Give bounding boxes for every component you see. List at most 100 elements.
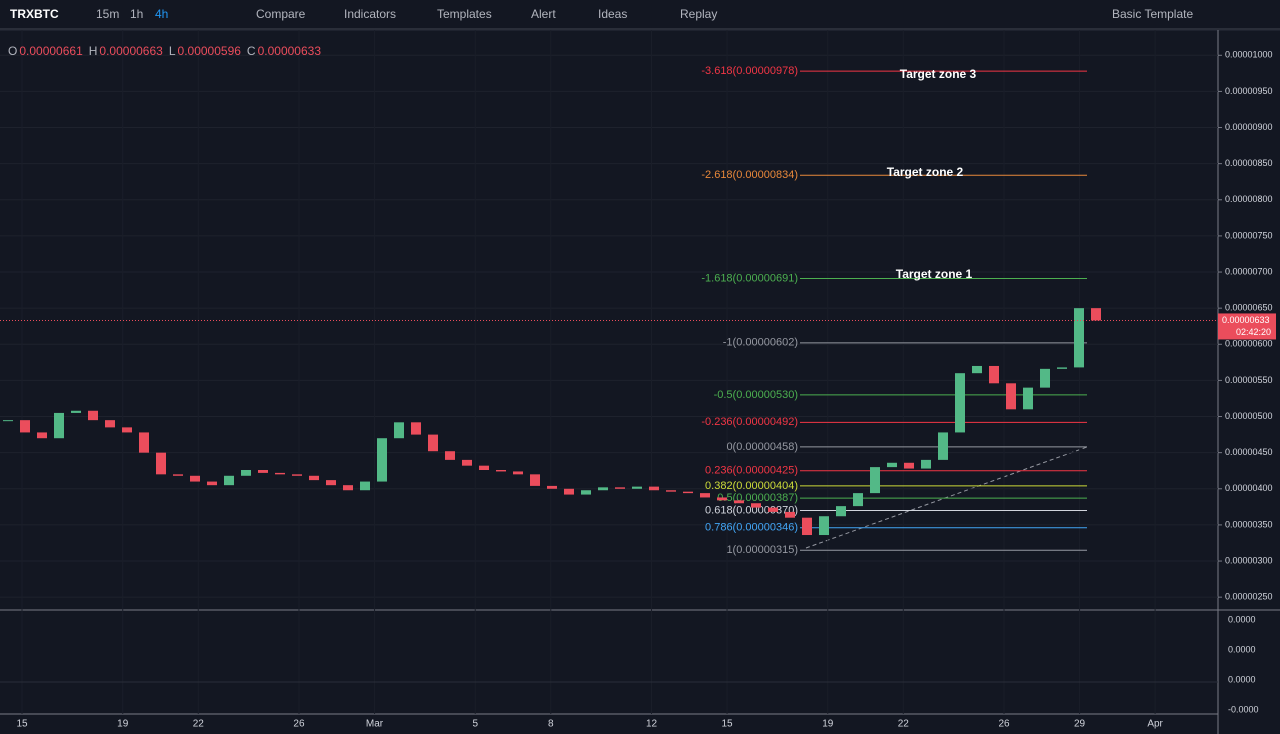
y-tick-label: 0.00000600 bbox=[1225, 339, 1273, 349]
candle bbox=[156, 452, 166, 475]
x-tick-label: 15 bbox=[721, 719, 733, 730]
x-tick-label: Mar bbox=[366, 719, 384, 730]
candle bbox=[989, 365, 999, 384]
candle bbox=[649, 486, 659, 491]
candle bbox=[717, 497, 727, 501]
candle bbox=[1074, 308, 1084, 368]
candle bbox=[360, 481, 370, 491]
x-tick-label: 5 bbox=[472, 719, 478, 730]
interval[interactable]: 4h bbox=[155, 7, 169, 21]
legend-value: 0.00000633 bbox=[257, 44, 321, 58]
candle bbox=[377, 438, 387, 482]
candle bbox=[785, 511, 795, 518]
candle bbox=[309, 475, 319, 481]
fib-label: 0.618(0.00000370) bbox=[705, 504, 798, 516]
macd-tick-label: -0.0000 bbox=[1228, 704, 1259, 714]
candle bbox=[1040, 368, 1050, 388]
x-tick-label: 29 bbox=[1074, 719, 1086, 730]
y-tick-label: 0.00000800 bbox=[1225, 194, 1273, 204]
candle bbox=[734, 500, 744, 504]
candle bbox=[71, 410, 81, 413]
interval[interactable]: 15m bbox=[96, 7, 120, 21]
x-tick-label: 26 bbox=[998, 719, 1010, 730]
y-tick-label: 0.00000350 bbox=[1225, 519, 1273, 529]
candle bbox=[1006, 383, 1016, 410]
candle bbox=[139, 432, 149, 453]
candle bbox=[343, 485, 353, 491]
y-tick-label: 0.00000450 bbox=[1225, 447, 1273, 457]
candle bbox=[462, 459, 472, 466]
candle bbox=[479, 465, 489, 471]
interval[interactable]: 1h bbox=[130, 7, 144, 21]
candle bbox=[394, 422, 404, 439]
candle bbox=[972, 365, 982, 374]
legend: O 0.00000661 H 0.00000663 L 0.00000596 C 0.0000… bbox=[8, 44, 321, 58]
fib-label: 0.786(0.00000346) bbox=[705, 522, 798, 534]
toolbar: TRXBTC 15m 1h 4h Compare Indicators Temp… bbox=[0, 0, 1280, 30]
button[interactable]: Ideas bbox=[598, 7, 628, 21]
legend-key: C bbox=[246, 44, 256, 58]
x-tick-label: Apr bbox=[1147, 719, 1163, 730]
last-price-box bbox=[1218, 313, 1276, 340]
fib-label: -1.618(0.00000691) bbox=[701, 272, 798, 284]
annotation: Target zone 3 bbox=[900, 67, 977, 81]
y-tick-label: 0.00000400 bbox=[1225, 483, 1273, 493]
candle bbox=[88, 410, 98, 421]
candle bbox=[190, 475, 200, 482]
candle bbox=[853, 493, 863, 507]
legend-item: O 0.00000661 bbox=[8, 44, 83, 58]
macd-tick-label: 0.0000 bbox=[1228, 644, 1256, 654]
candle bbox=[1023, 387, 1033, 410]
candle bbox=[496, 470, 506, 472]
x-tick-label: 22 bbox=[193, 719, 205, 730]
button[interactable]: Replay bbox=[680, 7, 718, 21]
fib-label: -1(0.00000602) bbox=[723, 337, 798, 349]
candle bbox=[819, 516, 829, 536]
y-tick-label: 0.00000700 bbox=[1225, 266, 1273, 276]
button[interactable]: Templates bbox=[437, 7, 492, 21]
y-tick-label: 0.00000550 bbox=[1225, 375, 1273, 385]
fib-label: 0.382(0.00000404) bbox=[705, 480, 798, 492]
candle bbox=[632, 486, 642, 489]
fib-label: -0.236(0.00000492) bbox=[701, 416, 798, 428]
y-tick-label: 0.00000900 bbox=[1225, 122, 1273, 132]
y-tick-label: 0.00000950 bbox=[1225, 86, 1273, 96]
candle bbox=[802, 517, 812, 536]
candle bbox=[870, 467, 880, 494]
candle bbox=[275, 472, 285, 475]
legend-item: L 0.00000596 bbox=[169, 44, 241, 58]
candle bbox=[3, 420, 13, 422]
fib-label: 1(0.00000315) bbox=[726, 544, 798, 556]
candle bbox=[37, 432, 47, 439]
candle bbox=[445, 451, 455, 460]
y-tick-label: 0.00000650 bbox=[1225, 303, 1273, 313]
legend-item: C 0.00000633 bbox=[247, 44, 321, 58]
legend-item: H 0.00000663 bbox=[89, 44, 163, 58]
annotation: Target zone 1 bbox=[896, 267, 973, 281]
fib-label: -2.618(0.00000834) bbox=[701, 169, 798, 181]
candle bbox=[513, 471, 523, 475]
candle bbox=[20, 420, 30, 433]
template[interactable]: Basic Template bbox=[1112, 7, 1194, 21]
legend-value: 0.00000661 bbox=[19, 44, 83, 58]
annotation: Target zone 2 bbox=[887, 165, 964, 179]
x-tick-label: 19 bbox=[117, 719, 129, 730]
fib-label: 0.236(0.00000425) bbox=[705, 465, 798, 477]
symbol[interactable]: TRXBTC bbox=[10, 7, 59, 21]
candle bbox=[666, 490, 676, 492]
x-tick-label: 8 bbox=[548, 719, 554, 730]
candle bbox=[547, 485, 557, 489]
button[interactable]: Indicators bbox=[344, 7, 397, 21]
x-tick-label: 26 bbox=[293, 719, 305, 730]
candle bbox=[904, 462, 914, 469]
candle bbox=[921, 459, 931, 469]
legend-value: 0.00000596 bbox=[177, 44, 241, 58]
legend-key: O bbox=[8, 44, 18, 58]
button[interactable]: Compare bbox=[256, 7, 306, 21]
button[interactable]: Alert bbox=[531, 7, 556, 21]
y-tick-label: 0.00000250 bbox=[1225, 592, 1273, 602]
candle bbox=[615, 487, 625, 489]
candle bbox=[683, 491, 693, 494]
y-tick-label: 0.00001000 bbox=[1225, 50, 1273, 60]
